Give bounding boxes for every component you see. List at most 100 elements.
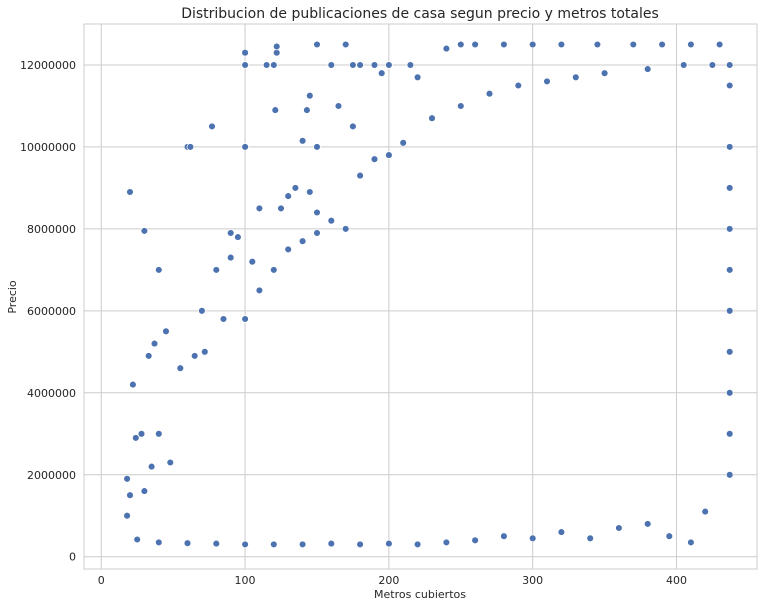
scatter-point xyxy=(284,192,292,200)
y-tick-label: 8000000 xyxy=(27,223,76,236)
scatter-point xyxy=(147,462,156,471)
scatter-point xyxy=(406,61,415,69)
scatter-point xyxy=(701,507,709,516)
y-tick-label: 6000000 xyxy=(27,305,76,318)
scatter-point xyxy=(303,106,311,114)
scatter-point xyxy=(183,539,192,547)
scatter-point xyxy=(725,389,734,397)
scatter-point xyxy=(144,352,153,360)
scatter-point xyxy=(327,539,336,548)
scatter-point xyxy=(176,364,185,372)
scatter-point xyxy=(248,257,257,266)
scatter-point xyxy=(643,65,652,73)
scatter-point xyxy=(137,430,146,438)
plot-area xyxy=(83,23,758,570)
scatter-point xyxy=(442,44,451,53)
scatter-point xyxy=(557,528,566,536)
scatter-point xyxy=(471,40,479,49)
scatter-point xyxy=(129,380,137,389)
scatter-point xyxy=(190,352,199,360)
x-axis-ticks: 0 100 200 300 400 xyxy=(98,574,687,587)
scatter-point xyxy=(725,307,734,315)
y-axis-ticks: 0 2000000 4000000 6000000 8000000 10000000 120… xyxy=(20,59,76,564)
scatter-point xyxy=(298,237,307,245)
scatter-point xyxy=(132,434,140,442)
x-tick-label: 300 xyxy=(522,574,543,587)
x-tick-label: 400 xyxy=(666,574,687,587)
scatter-point xyxy=(356,171,364,180)
y-tick-label: 4000000 xyxy=(27,387,76,400)
scatter-point xyxy=(150,339,159,348)
scatter-point xyxy=(272,42,281,51)
scatter-point xyxy=(313,229,321,237)
scatter-point xyxy=(226,229,235,237)
scatter-point xyxy=(528,40,537,49)
data-points xyxy=(123,40,734,549)
chart-title: Distribucion de publicaciones de casa se… xyxy=(181,6,659,22)
x-tick-label: 100 xyxy=(235,574,256,587)
scatter-point xyxy=(725,471,734,479)
scatter-point xyxy=(126,491,134,499)
scatter-point xyxy=(334,102,343,110)
scatter-point xyxy=(226,253,235,262)
scatter-point xyxy=(399,139,407,147)
scatter-point xyxy=(586,534,594,543)
scatter-point xyxy=(327,61,336,69)
scatter-point xyxy=(306,91,314,100)
scatter-point xyxy=(413,73,422,82)
scatter-point xyxy=(725,143,734,151)
scatter-point xyxy=(715,40,724,49)
x-axis-title: Metros cubiertos xyxy=(374,588,466,601)
scatter-point xyxy=(155,430,163,438)
scatter-point xyxy=(500,532,508,540)
scatter-point xyxy=(271,106,280,114)
scatter-point xyxy=(572,73,580,82)
scatter-point xyxy=(528,534,537,543)
scatter-point xyxy=(413,540,422,549)
scatter-point xyxy=(255,286,264,295)
scatter-point xyxy=(298,540,307,549)
grid-lines xyxy=(84,24,757,569)
scatter-point xyxy=(643,520,652,528)
scatter-point xyxy=(140,227,149,235)
x-tick-label: 200 xyxy=(378,574,399,587)
scatter-point xyxy=(126,188,134,196)
scatter-point xyxy=(155,538,163,547)
scatter-point xyxy=(725,348,734,356)
scatter-point xyxy=(349,122,357,131)
scatter-point xyxy=(123,511,131,520)
scatter-point xyxy=(725,61,734,69)
scatter-point xyxy=(208,122,216,131)
scatter-point xyxy=(665,532,674,540)
scatter-point xyxy=(500,40,508,49)
scatter-point xyxy=(725,266,734,274)
scatter-point xyxy=(725,430,734,438)
scatter-point xyxy=(658,40,666,49)
scatter-point xyxy=(262,61,271,69)
scatter-point xyxy=(241,48,249,57)
scatter-point xyxy=(725,81,734,90)
scatter-point xyxy=(370,61,379,69)
scatter-point xyxy=(385,539,393,548)
scatter-point xyxy=(349,61,357,69)
scatter-point xyxy=(687,40,695,49)
scatter-point xyxy=(270,540,278,549)
scatter-point xyxy=(356,540,364,549)
scatter-point xyxy=(679,61,688,69)
scatter-point xyxy=(241,61,249,69)
scatter-point xyxy=(270,61,278,69)
scatter-point xyxy=(155,266,163,274)
scatter-point xyxy=(687,538,695,547)
scatter-point xyxy=(298,137,307,145)
scatter-point xyxy=(341,40,350,49)
scatter-point xyxy=(186,143,195,151)
scatter-point xyxy=(557,40,566,49)
scatter-point xyxy=(212,539,221,548)
scatter-point xyxy=(341,225,350,233)
scatter-point xyxy=(313,143,321,151)
scatter-point xyxy=(485,89,494,98)
scatter-point xyxy=(471,536,479,545)
scatter-point xyxy=(306,188,314,196)
